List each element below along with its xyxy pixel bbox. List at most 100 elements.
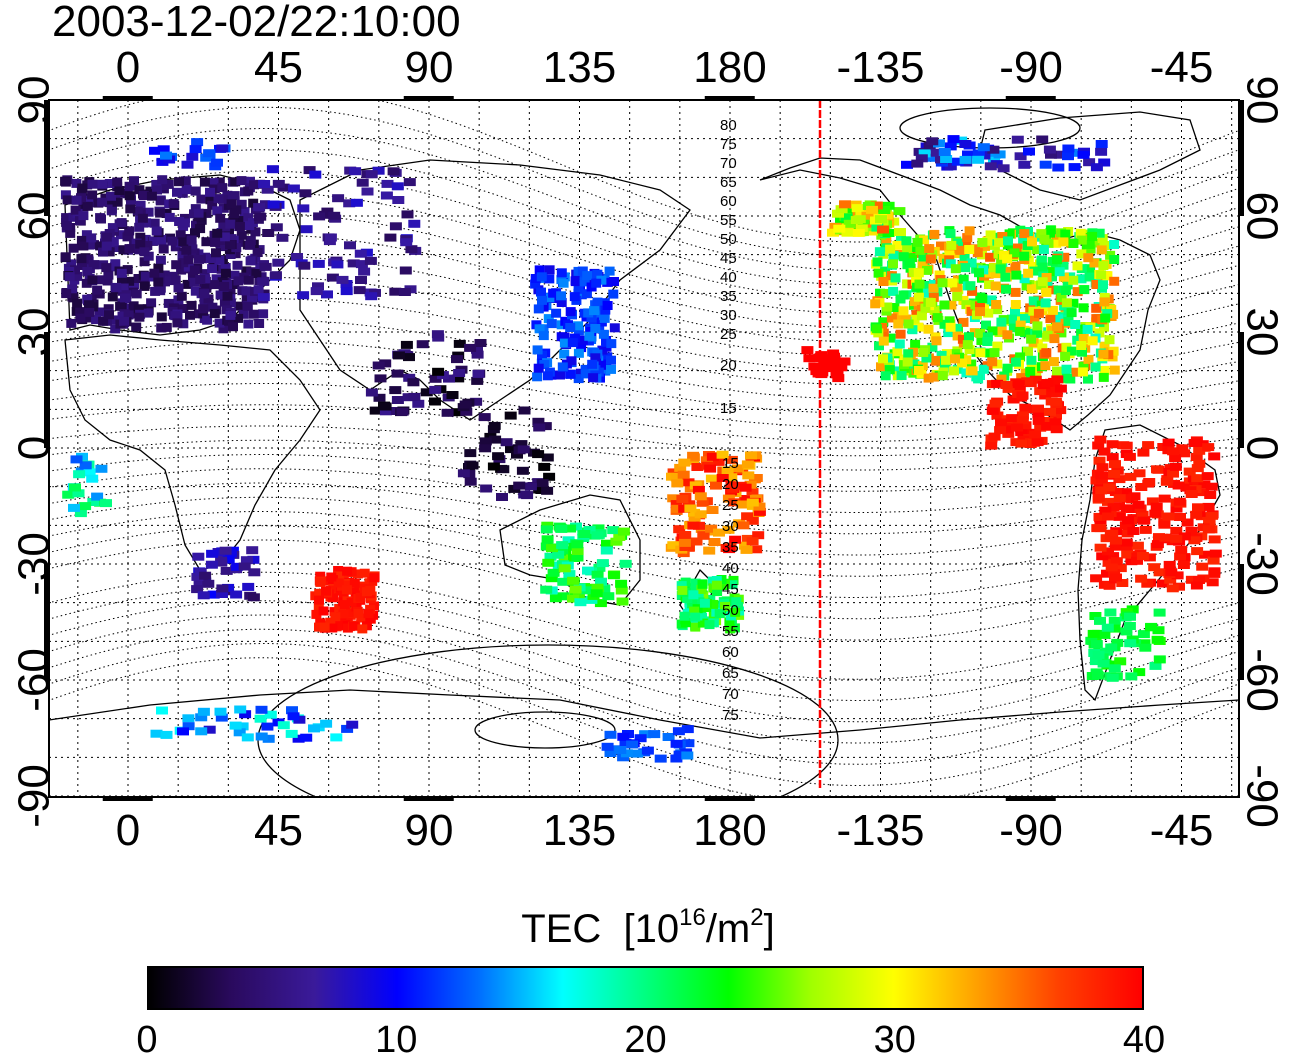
tec-cell <box>907 253 918 263</box>
bottom-edge-mark <box>403 797 454 801</box>
tec-cell <box>210 237 221 247</box>
tec-cell <box>690 578 701 588</box>
tec-cell <box>1019 251 1030 261</box>
contour-label: 15 <box>720 400 737 417</box>
tec-cell <box>220 268 231 278</box>
tec-cell <box>1025 366 1036 376</box>
tec-cell <box>896 231 906 241</box>
tec-cell <box>911 310 922 320</box>
tec-cell <box>496 493 508 501</box>
tec-cell <box>391 369 404 378</box>
tec-cell <box>933 139 945 148</box>
tec-cell <box>958 317 969 327</box>
tec-cell <box>1091 314 1102 324</box>
tec-cell <box>1090 163 1103 172</box>
tec-cell <box>937 371 948 381</box>
tec-cell <box>697 579 708 589</box>
tec-cell <box>573 326 584 336</box>
tec-cell <box>380 191 393 200</box>
tec-cell <box>918 348 929 357</box>
tec-cell <box>75 307 86 317</box>
tec-cell <box>839 200 851 209</box>
tec-cell <box>573 374 584 384</box>
tec-cell <box>68 503 80 512</box>
tec-cell <box>236 199 247 209</box>
tec-cell <box>895 294 906 304</box>
tec-cell <box>882 302 893 312</box>
tec-cell <box>1096 463 1109 472</box>
tec-cell <box>107 292 118 302</box>
contour-label: 55 <box>722 623 739 640</box>
tec-cell <box>1039 234 1050 244</box>
tec-cell <box>245 256 256 266</box>
tec-cell <box>945 229 956 239</box>
tec-cell <box>228 322 238 332</box>
contour-label: 45 <box>720 250 737 267</box>
tec-cell <box>1098 630 1111 639</box>
tec-cell <box>267 200 280 209</box>
tec-cell <box>1090 574 1103 583</box>
tec-cell <box>75 313 86 323</box>
tec-cell <box>581 289 592 299</box>
tec-cell <box>924 244 935 254</box>
tec-cell <box>982 332 993 342</box>
tec-cell <box>876 362 886 372</box>
tec-cell <box>932 313 943 323</box>
tec-cell <box>125 204 136 214</box>
tec-cell <box>737 521 750 530</box>
tec-cell <box>345 608 356 618</box>
tec-cell <box>615 586 628 595</box>
tec-cell <box>222 555 235 564</box>
mag-lat-contour <box>49 496 1239 577</box>
tec-cell <box>199 177 210 187</box>
tec-cell <box>748 475 761 484</box>
tec-cell <box>151 226 162 236</box>
tec-cell <box>139 247 150 257</box>
tec-cell <box>241 733 254 742</box>
tec-cell <box>287 712 300 721</box>
contour-label: 60 <box>720 193 737 210</box>
tec-cell <box>1158 520 1171 529</box>
tec-cell <box>1021 377 1034 386</box>
tec-cell <box>1076 274 1087 284</box>
tec-cell <box>739 495 752 503</box>
top-lon-tick-label: 0 <box>116 43 140 92</box>
right-lat-tick-label: -60 <box>1238 648 1287 712</box>
tec-cell <box>588 373 599 383</box>
tec-cell <box>176 291 187 301</box>
tec-cell <box>880 266 891 276</box>
tec-cell <box>870 201 883 210</box>
tec-cell <box>606 339 617 349</box>
tec-cell <box>254 319 265 328</box>
tec-cell <box>325 617 336 627</box>
tec-cell <box>1054 267 1065 277</box>
tec-cell <box>420 388 433 397</box>
tec-cell <box>728 498 741 507</box>
tec-cell <box>1085 264 1096 274</box>
tec-cell <box>1102 558 1115 567</box>
tec-cell <box>61 289 72 299</box>
tec-cell <box>70 265 80 275</box>
tec-cell <box>920 303 931 313</box>
tec-cell <box>1029 314 1040 324</box>
tec-cell <box>149 268 160 278</box>
tec-cell <box>60 177 71 187</box>
tec-cell <box>521 491 534 500</box>
tec-map: 0 45 90 135 180 -135 -90 -45 0 45 90 135 180 -135 -90… <box>10 43 1287 855</box>
tec-cell <box>329 584 340 594</box>
tec-cell <box>190 228 200 238</box>
tec-cell <box>901 160 913 169</box>
tec-cell <box>1068 163 1081 172</box>
tec-cell <box>314 595 324 605</box>
tec-cell <box>991 300 1002 309</box>
tec-cell <box>919 235 930 245</box>
tec-cell <box>900 314 911 324</box>
tec-cell <box>1077 367 1088 377</box>
tec-cell <box>808 362 821 371</box>
tec-cell <box>132 206 143 216</box>
tec-cell <box>1150 502 1163 511</box>
tec-cell <box>676 495 689 503</box>
tec-cell <box>902 357 913 367</box>
tec-cell <box>567 594 579 603</box>
tec-cell <box>400 340 413 349</box>
